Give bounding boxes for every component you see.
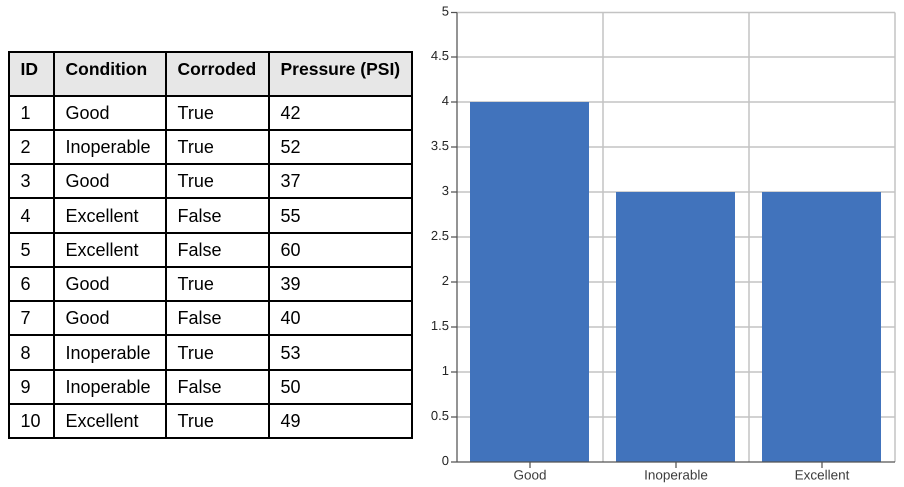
svg-text:1: 1 bbox=[442, 363, 449, 378]
svg-text:3.5: 3.5 bbox=[431, 138, 449, 153]
svg-text:2.5: 2.5 bbox=[431, 228, 449, 243]
svg-text:3: 3 bbox=[442, 183, 449, 198]
svg-text:Inoperable: Inoperable bbox=[644, 468, 708, 483]
svg-text:4: 4 bbox=[442, 93, 449, 108]
svg-text:Excellent: Excellent bbox=[795, 468, 850, 483]
svg-text:1.5: 1.5 bbox=[431, 318, 449, 333]
svg-text:Good: Good bbox=[513, 468, 546, 483]
svg-text:2: 2 bbox=[442, 273, 449, 288]
svg-text:4.5: 4.5 bbox=[431, 48, 449, 63]
svg-text:0.5: 0.5 bbox=[431, 408, 449, 423]
svg-text:0: 0 bbox=[442, 453, 449, 468]
svg-text:5: 5 bbox=[442, 3, 449, 18]
